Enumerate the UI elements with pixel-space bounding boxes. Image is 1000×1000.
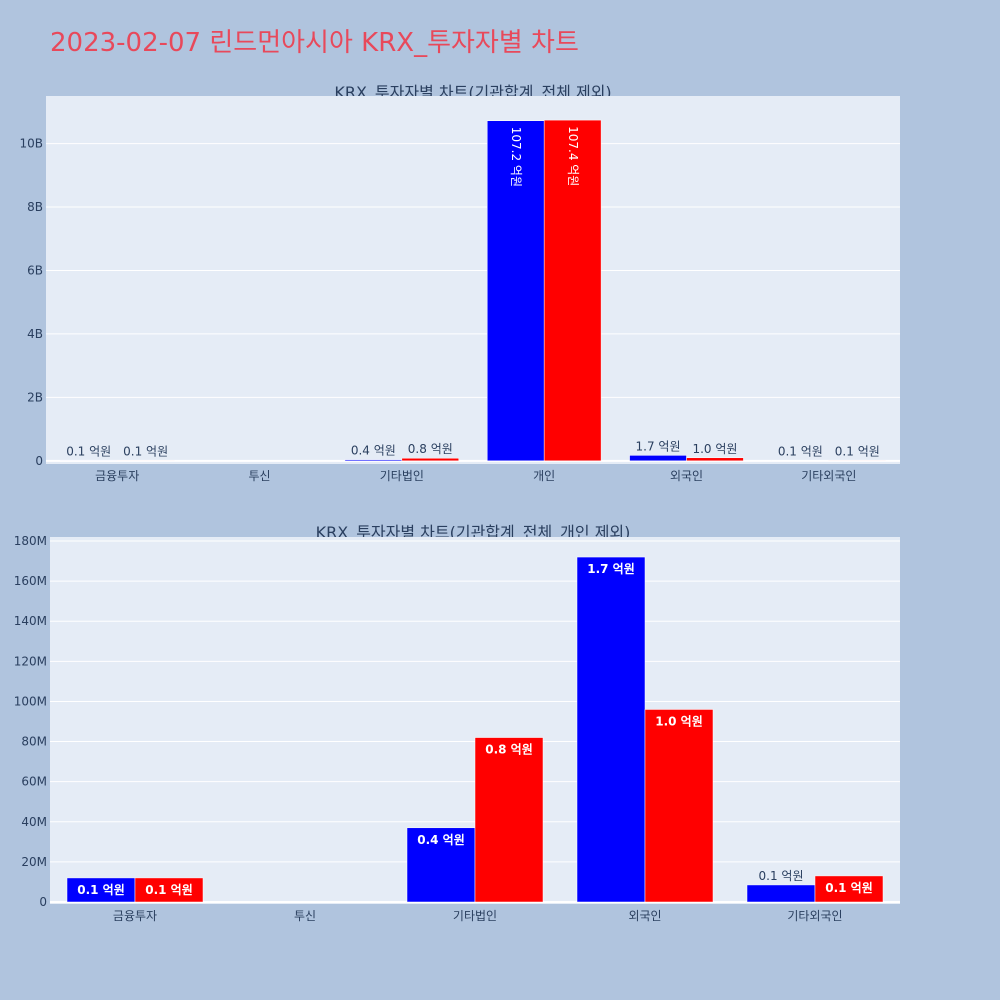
y-tick-label: 80M: [21, 735, 47, 749]
data-label: 0.1 억원: [123, 444, 168, 458]
bar: [486, 120, 545, 462]
bar: [686, 457, 744, 462]
data-label: 0.4 억원: [417, 833, 465, 847]
data-label: 0.1 억원: [77, 883, 125, 897]
data-label: 1.7 억원: [636, 439, 681, 453]
y-tick-label: 4B: [27, 327, 43, 341]
data-label: 0.1 억원: [778, 445, 823, 459]
y-tick-label: 60M: [21, 775, 47, 789]
y-tick-label: 120M: [14, 654, 47, 668]
data-label: 0.1 억원: [66, 444, 111, 458]
x-tick-label: 기타외국인: [801, 469, 856, 483]
y-tick-label: 8B: [27, 200, 43, 214]
bar: [746, 884, 816, 903]
data-label: 107.4 억원: [566, 126, 580, 186]
data-label: 0.4 억원: [351, 444, 396, 458]
data-label: 0.1 억원: [835, 444, 880, 458]
data-label: 0.1 억원: [145, 883, 193, 897]
data-label: 0.1 억원: [759, 869, 804, 883]
y-tick-label: 0: [39, 895, 47, 909]
bar: [474, 737, 544, 903]
x-tick-label: 투신: [294, 909, 316, 923]
x-tick-label: 외국인: [628, 909, 661, 923]
data-label: 107.2 억원: [509, 127, 523, 187]
x-tick-label: 금융투자: [95, 469, 139, 483]
x-tick-label: 금융투자: [113, 909, 157, 923]
plot-area: [46, 96, 900, 464]
bar: [66, 877, 136, 903]
bar: [134, 877, 204, 903]
y-tick-label: 140M: [14, 614, 47, 628]
y-tick-label: 100M: [14, 694, 47, 708]
y-tick-label: 160M: [14, 574, 47, 588]
data-label: 0.1 억원: [825, 881, 873, 895]
y-tick-label: 10B: [19, 137, 43, 151]
bar: [644, 709, 714, 903]
y-tick-label: 40M: [21, 815, 47, 829]
x-tick-label: 외국인: [670, 469, 703, 483]
y-tick-label: 20M: [21, 855, 47, 869]
page-title: 2023-02-07 린드먼아시아 KRX_투자자별 차트: [50, 28, 579, 58]
x-tick-label: 기타법인: [380, 469, 424, 483]
y-tick-label: 180M: [14, 534, 47, 548]
data-label: 0.8 억원: [408, 442, 453, 456]
data-label: 1.7 억원: [587, 562, 635, 576]
bar: [401, 457, 460, 462]
x-tick-label: 기타법인: [453, 909, 497, 923]
bar: [814, 875, 884, 903]
y-tick-label: 6B: [27, 263, 43, 277]
y-tick-label: 2B: [27, 390, 43, 404]
y-tick-label: 0: [35, 454, 43, 468]
x-tick-label: 기타외국인: [787, 909, 842, 923]
x-tick-label: 투신: [248, 469, 270, 483]
bar: [543, 119, 602, 462]
data-label: 0.8 억원: [485, 743, 533, 757]
data-label: 1.0 억원: [692, 442, 737, 456]
x-tick-label: 개인: [533, 469, 555, 483]
bar: [406, 827, 476, 903]
data-label: 1.0 억원: [655, 714, 703, 728]
bar: [576, 556, 646, 903]
